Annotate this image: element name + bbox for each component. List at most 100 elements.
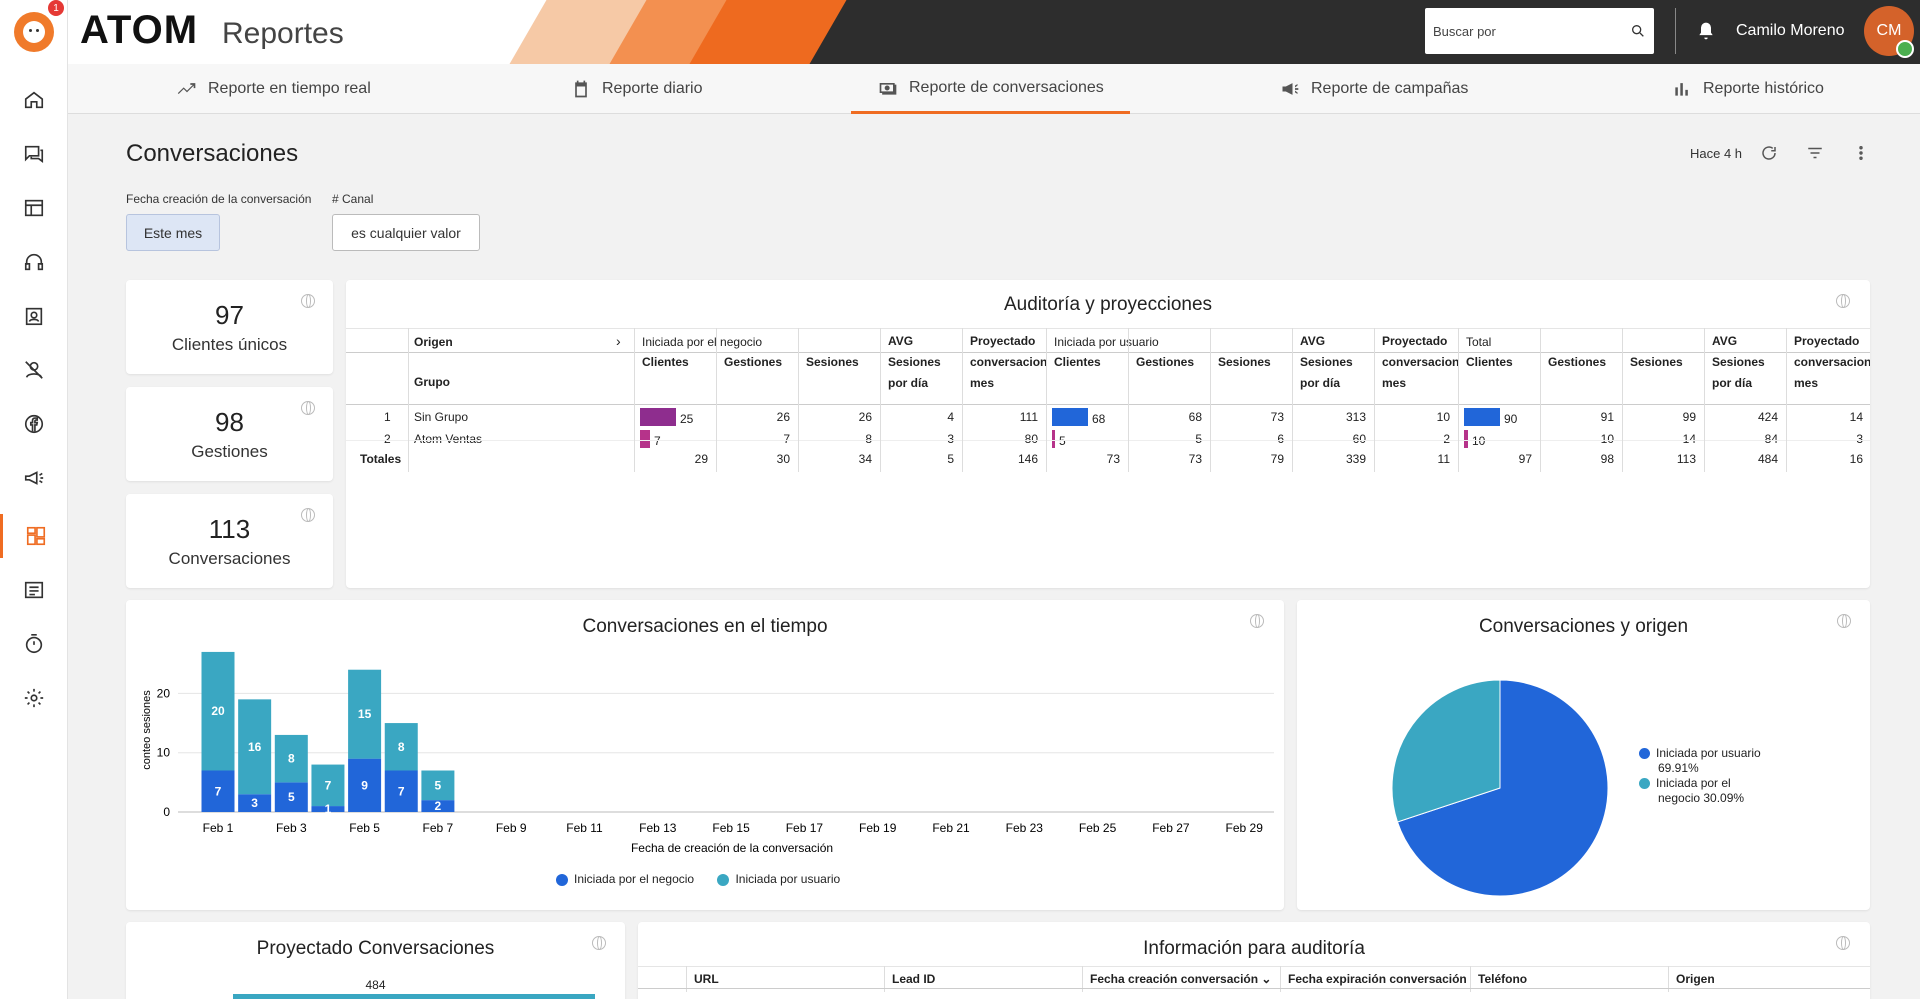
bar-usuario[interactable]: [384, 723, 418, 771]
search-input[interactable]: Buscar por: [1425, 8, 1654, 54]
atom-logo-icon[interactable]: [14, 12, 54, 52]
x-tick-label: Feb 13: [639, 821, 677, 835]
chat-icon[interactable]: [0, 132, 68, 176]
globe-icon[interactable]: [1836, 936, 1850, 950]
globe-icon[interactable]: [1837, 614, 1851, 628]
bar-usuario[interactable]: [238, 699, 272, 795]
globe-icon[interactable]: [1836, 294, 1850, 308]
bar-negocio[interactable]: [201, 770, 235, 813]
bar-usuario[interactable]: [421, 770, 455, 801]
column-header[interactable]: Proyectado conversacion mes: [1794, 334, 1870, 390]
globe-icon[interactable]: [592, 936, 606, 950]
projected-bar: [233, 994, 595, 999]
legend-label[interactable]: Iniciada por usuario: [735, 872, 841, 886]
column-header[interactable]: Gestiones: [1136, 355, 1195, 369]
timer-icon[interactable]: [0, 622, 68, 666]
more-vert-icon[interactable]: [1852, 144, 1870, 162]
totals-label: Totales: [360, 452, 402, 466]
contact-card-icon[interactable]: [0, 294, 68, 338]
table-icon[interactable]: [0, 186, 68, 230]
table-cell: 10: [1436, 410, 1450, 424]
megaphone-icon[interactable]: [0, 456, 68, 500]
group-name: Sin Grupo: [414, 410, 469, 424]
legend-label[interactable]: Iniciada por el negocio: [574, 872, 695, 886]
channel-filter-button[interactable]: es cualquier valor: [332, 214, 480, 251]
column-header[interactable]: Sesiones: [1218, 355, 1271, 369]
tab-campaigns[interactable]: Reporte de campañas: [1279, 64, 1468, 114]
dashboard-icon[interactable]: [0, 514, 68, 558]
calendar-icon: [575, 80, 587, 98]
totals-cell: 11: [1437, 452, 1450, 466]
refresh-icon[interactable]: [1760, 144, 1778, 162]
megaphone-icon: [1282, 83, 1299, 95]
column-header[interactable]: Gestiones: [1548, 355, 1607, 369]
table-cell: 313: [1345, 410, 1366, 424]
group-header: Total: [1466, 335, 1492, 349]
table-cell: 60: [1352, 432, 1366, 446]
column-header[interactable]: URL: [694, 972, 719, 986]
bar-usuario[interactable]: [348, 669, 382, 759]
pie-slice[interactable]: [1391, 679, 1501, 823]
y-axis-label: conteo sesiones: [141, 690, 153, 770]
legend-percent: negocio 30.09%: [1658, 791, 1745, 805]
column-header[interactable]: Proyectado conversacion mes: [1382, 334, 1458, 390]
bar-negocio[interactable]: [238, 794, 272, 812]
legend-label[interactable]: Iniciada por usuario: [1656, 746, 1761, 760]
column-header[interactable]: Clientes: [642, 355, 689, 369]
headset-icon[interactable]: [0, 240, 68, 284]
column-header[interactable]: Clientes: [1054, 355, 1101, 369]
bar-usuario[interactable]: [274, 734, 308, 783]
legend-label[interactable]: Iniciada por el: [1656, 776, 1731, 790]
column-header[interactable]: Proyectado conversacion mes: [970, 334, 1046, 390]
column-header[interactable]: Teléfono: [1478, 972, 1528, 986]
chevron-right-icon[interactable]: ›: [616, 333, 621, 349]
pie-slice[interactable]: [1396, 679, 1609, 897]
column-header[interactable]: AVG Sesiones por día: [1712, 334, 1765, 390]
kpi-value: 98: [215, 407, 244, 437]
facebook-icon[interactable]: [0, 402, 68, 446]
bar-negocio[interactable]: [421, 800, 455, 812]
globe-icon[interactable]: [301, 401, 315, 415]
bar-negocio[interactable]: [311, 806, 345, 812]
list-icon[interactable]: [0, 568, 68, 612]
table-cell: 25: [680, 412, 694, 426]
column-header[interactable]: AVG Sesiones por día: [1300, 334, 1353, 390]
column-header[interactable]: Clientes: [1466, 355, 1513, 369]
user-name[interactable]: Camilo Moreno: [1736, 22, 1845, 39]
column-header[interactable]: Origen: [1676, 972, 1715, 986]
globe-icon[interactable]: [1250, 614, 1264, 628]
column-header[interactable]: AVG Sesiones por día: [888, 334, 941, 390]
home-icon[interactable]: [0, 78, 68, 122]
bar-usuario[interactable]: [311, 764, 345, 807]
date-filter-button[interactable]: Este mes: [126, 214, 220, 251]
tab-daily[interactable]: Reporte diario: [570, 64, 703, 114]
column-header[interactable]: Sesiones ⌄: [806, 355, 859, 369]
search-icon[interactable]: [1630, 23, 1646, 39]
column-header[interactable]: Fecha creación conversación ⌄: [1090, 972, 1272, 986]
user-off-icon[interactable]: [0, 348, 68, 392]
column-header[interactable]: Lead ID: [892, 972, 936, 986]
settings-gear-icon[interactable]: [0, 676, 68, 720]
notification-badge: 1: [48, 0, 64, 16]
legend-dot: [556, 873, 568, 886]
globe-icon[interactable]: [301, 294, 315, 308]
table-cell: 68: [1188, 410, 1202, 424]
bar-data-label: 2: [435, 799, 442, 813]
column-header[interactable]: Sesiones: [1630, 355, 1683, 369]
bell-icon[interactable]: [1696, 20, 1716, 47]
bar-usuario[interactable]: [201, 651, 235, 771]
globe-icon[interactable]: [301, 508, 315, 522]
x-tick-label: Feb 5: [349, 821, 380, 835]
bar-negocio[interactable]: [384, 770, 418, 813]
tab-conversations[interactable]: Reporte de conversaciones: [851, 64, 1130, 114]
date-filter-label: Fecha creación de la conversación: [126, 192, 312, 206]
x-tick-label: Feb 27: [1152, 821, 1190, 835]
tab-history[interactable]: Reporte histórico: [1671, 64, 1824, 114]
tab-realtime[interactable]: Reporte en tiempo real: [176, 64, 371, 114]
column-header[interactable]: Fecha expiración conversación: [1288, 972, 1467, 986]
bar-negocio[interactable]: [348, 758, 382, 812]
filter-icon[interactable]: [1806, 144, 1824, 162]
column-header[interactable]: Gestiones: [724, 355, 783, 369]
kpi-label: Conversaciones: [168, 549, 291, 568]
bar-negocio[interactable]: [274, 782, 308, 812]
